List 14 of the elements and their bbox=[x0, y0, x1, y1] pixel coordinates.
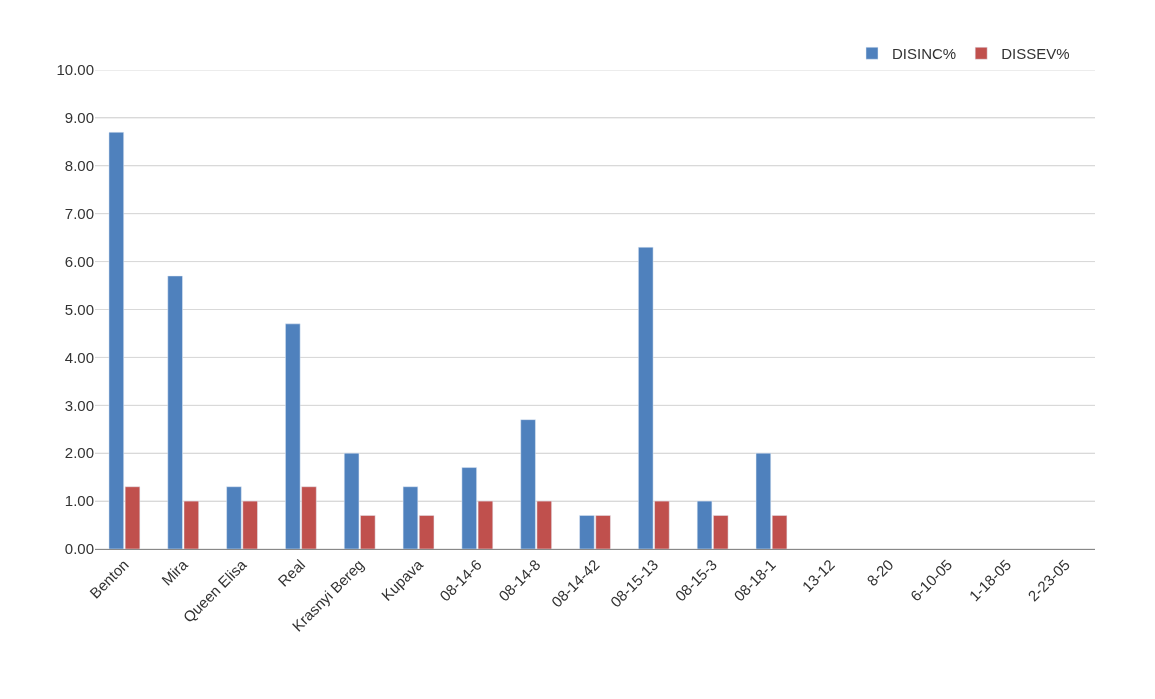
y-tick-label: 1.00 bbox=[64, 492, 94, 510]
y-tick-label: 5.00 bbox=[64, 300, 94, 318]
y-tick-label: 3.00 bbox=[64, 396, 94, 414]
y-tick-label: 9.00 bbox=[64, 109, 94, 127]
legend-label: DISINC% bbox=[892, 45, 957, 63]
y-tick-label: 6.00 bbox=[64, 252, 94, 270]
x-tick-label: Mira bbox=[158, 555, 192, 589]
y-tick-label: 7.00 bbox=[64, 204, 94, 222]
y-tick-label: 2.00 bbox=[64, 444, 94, 462]
y-tick-label: 10.00 bbox=[56, 61, 94, 79]
legend-label: DISSEV% bbox=[1001, 45, 1070, 63]
y-tick-label: 4.00 bbox=[64, 348, 94, 366]
y-tick-label: 0.00 bbox=[64, 540, 94, 558]
y-tick-label: 8.00 bbox=[64, 157, 94, 175]
